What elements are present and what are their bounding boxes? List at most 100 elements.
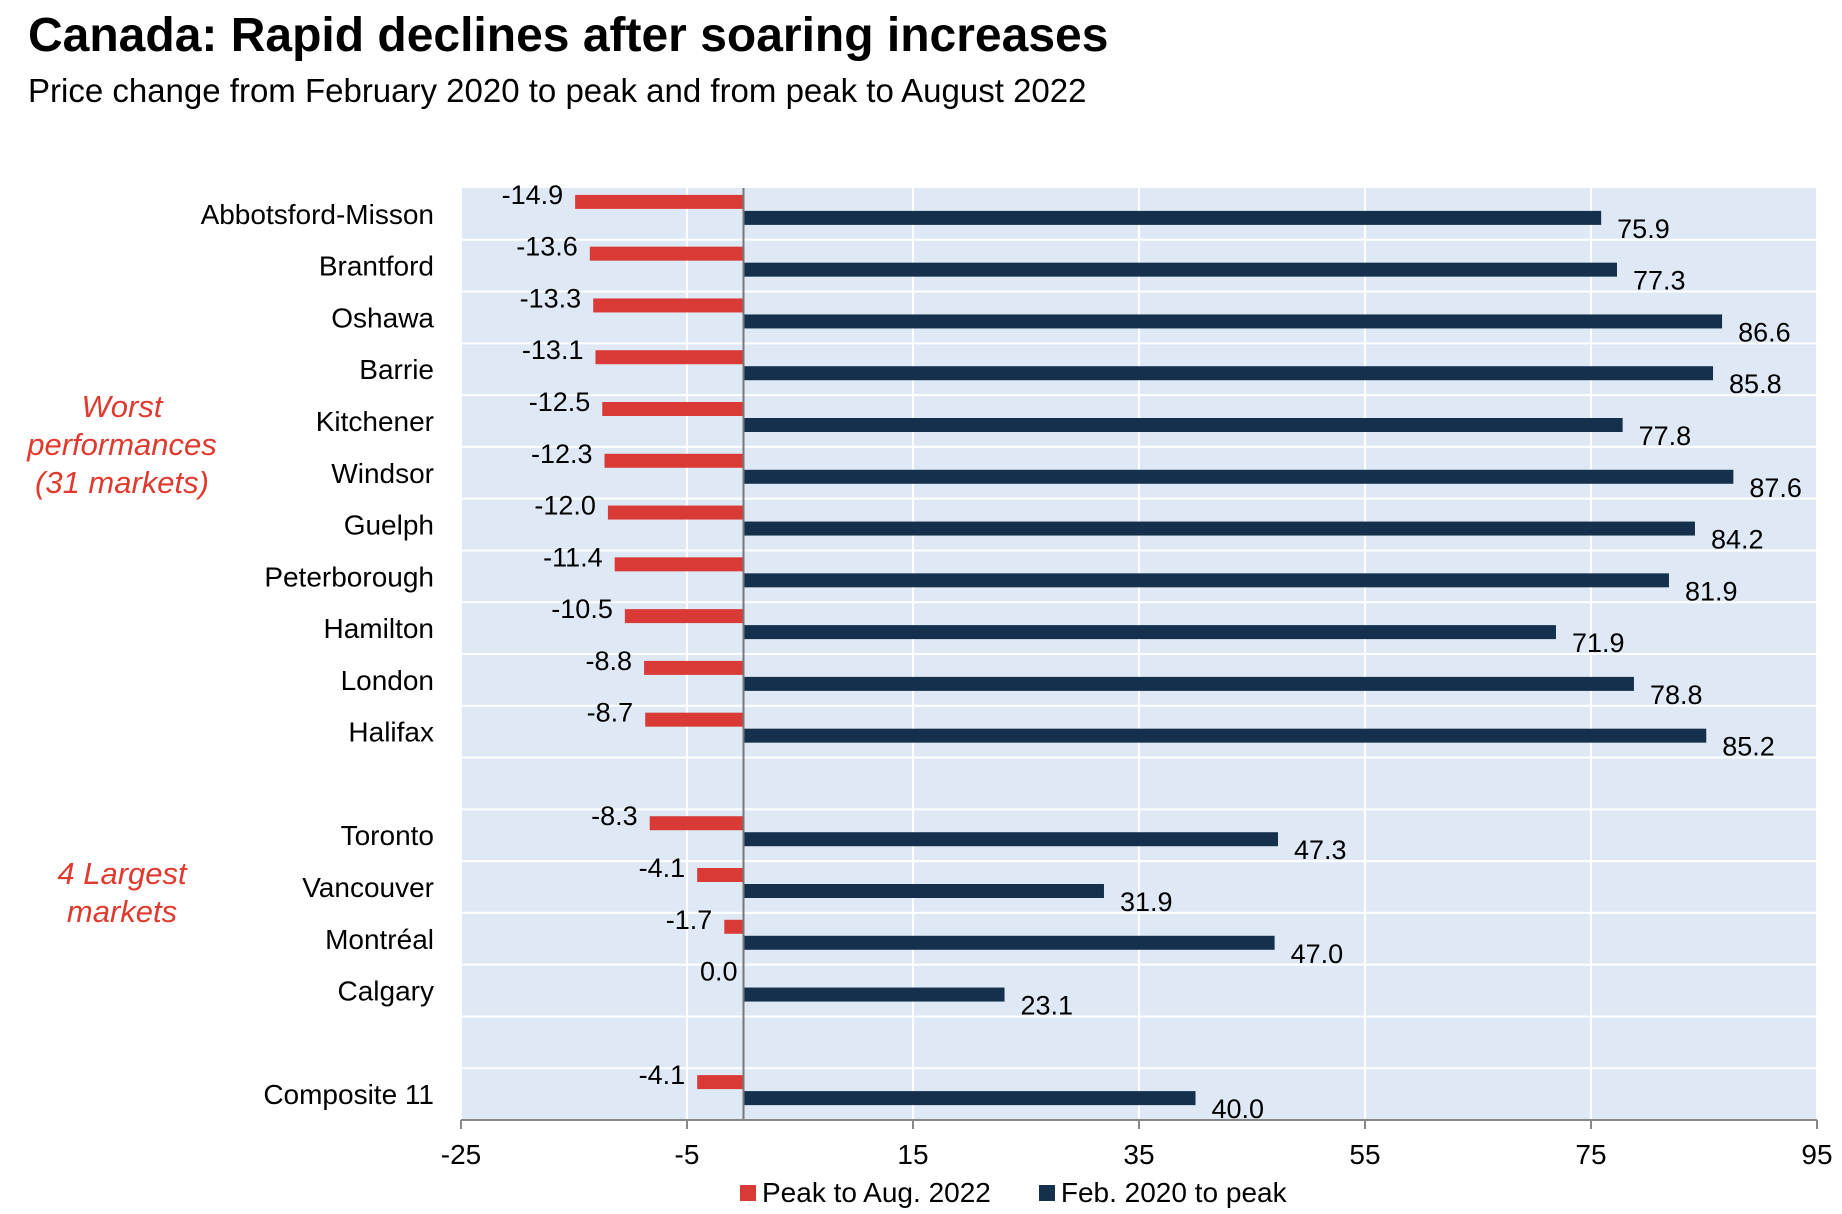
data-label-peak-to-aug: -10.5 [551, 594, 613, 624]
category-label: Kitchener [316, 406, 434, 437]
bar-feb-to-peak [743, 573, 1669, 588]
x-tick-label: -5 [675, 1139, 700, 1170]
x-tick-label: 75 [1575, 1139, 1606, 1170]
data-label-feb-to-peak: 81.9 [1685, 576, 1738, 606]
chart-subtitle: Price change from February 2020 to peak … [28, 72, 1087, 109]
group-label-worst-line-3: (31 markets) [35, 465, 209, 500]
data-label-feb-to-peak: 78.8 [1650, 680, 1703, 710]
data-label-feb-to-peak: 47.3 [1294, 835, 1347, 865]
bar-feb-to-peak [743, 366, 1714, 381]
bar-peak-to-aug [645, 712, 744, 727]
category-label: London [341, 665, 434, 696]
x-tick-label: 95 [1801, 1139, 1832, 1170]
bar-feb-to-peak [743, 521, 1695, 536]
data-label-feb-to-peak: 77.8 [1639, 421, 1692, 451]
data-label-peak-to-aug: -14.9 [502, 180, 564, 210]
category-label: Guelph [344, 510, 434, 541]
data-label-feb-to-peak: 75.9 [1617, 214, 1670, 244]
data-label-peak-to-aug: -12.5 [529, 387, 591, 417]
data-label-feb-to-peak: 87.6 [1749, 473, 1802, 503]
legend-item-peak-to-aug: Peak to Aug. 2022 [740, 1177, 991, 1209]
data-label-feb-to-peak: 77.3 [1633, 266, 1686, 296]
data-label-peak-to-aug: -4.1 [639, 1060, 686, 1090]
bar-feb-to-peak [743, 832, 1278, 847]
x-tick-label: -25 [441, 1139, 481, 1170]
bar-feb-to-peak [743, 314, 1723, 329]
bar-feb-to-peak [743, 210, 1602, 225]
bar-feb-to-peak [743, 728, 1707, 743]
data-label-feb-to-peak: 85.8 [1729, 369, 1782, 399]
data-label-peak-to-aug: -8.3 [591, 801, 638, 831]
bar-feb-to-peak [743, 418, 1623, 432]
category-label: Vancouver [302, 872, 434, 903]
data-label-peak-to-aug: -13.1 [522, 335, 584, 365]
legend-label-feb-to-peak: Feb. 2020 to peak [1060, 1177, 1287, 1208]
bar-feb-to-peak [743, 987, 1005, 1002]
category-label: Windsor [331, 458, 434, 489]
data-label-feb-to-peak: 71.9 [1572, 628, 1625, 658]
category-label: Brantford [319, 251, 434, 282]
bar-peak-to-aug [644, 660, 744, 675]
category-label: Barrie [359, 354, 434, 385]
category-label: Peterborough [264, 561, 434, 592]
bar-peak-to-aug [602, 402, 744, 416]
bar-peak-to-aug [607, 505, 744, 520]
bar-feb-to-peak [743, 935, 1275, 950]
data-label-peak-to-aug: -1.7 [666, 905, 713, 935]
group-label-largest-line-2: markets [66, 894, 178, 929]
data-label-peak-to-aug: -11.4 [543, 542, 603, 572]
data-label-feb-to-peak: 23.1 [1021, 991, 1074, 1021]
category-label: Halifax [348, 717, 434, 748]
category-label: Montréal [325, 924, 434, 955]
bar-peak-to-aug [624, 609, 744, 624]
bar-feb-to-peak [743, 625, 1556, 640]
legend-item-feb-to-peak: Feb. 2020 to peak [1038, 1177, 1287, 1209]
data-label-peak-to-aug: -12.0 [534, 491, 596, 521]
bar-peak-to-aug [697, 868, 744, 882]
x-tick-label: 35 [1123, 1139, 1154, 1170]
legend-swatch-peak-to-aug [740, 1185, 756, 1201]
data-label-peak-to-aug: -4.1 [639, 853, 686, 883]
data-label-peak-to-aug: -13.3 [520, 283, 582, 313]
x-tick-label: 55 [1349, 1139, 1380, 1170]
group-label-worst-line-1: Worst [81, 389, 163, 424]
chart-title: Canada: Rapid declines after soaring inc… [28, 9, 1109, 62]
data-label-peak-to-aug: 0.0 [700, 957, 738, 987]
category-label: Composite 11 [263, 1079, 434, 1110]
bar-feb-to-peak [743, 884, 1104, 898]
bar-peak-to-aug [593, 298, 744, 313]
bar-peak-to-aug [614, 557, 744, 572]
data-label-feb-to-peak: 84.2 [1711, 525, 1764, 555]
data-label-feb-to-peak: 85.2 [1722, 732, 1775, 762]
data-label-feb-to-peak: 47.0 [1291, 939, 1344, 969]
data-label-feb-to-peak: 31.9 [1120, 887, 1173, 917]
x-tick-label: 15 [897, 1139, 928, 1170]
data-label-peak-to-aug: -8.7 [587, 698, 634, 728]
bar-feb-to-peak [743, 676, 1634, 691]
category-label: Hamilton [324, 613, 434, 644]
data-label-peak-to-aug: -13.6 [516, 232, 578, 262]
chart-legend: Peak to Aug. 2022 Feb. 2020 to peak [740, 1175, 1335, 1211]
bar-peak-to-aug [589, 246, 744, 261]
bar-feb-to-peak [743, 1091, 1196, 1106]
category-label: Toronto [341, 820, 434, 851]
bar-peak-to-aug [604, 453, 744, 468]
data-label-peak-to-aug: -8.8 [586, 646, 633, 676]
bar-peak-to-aug [575, 194, 744, 209]
bar-peak-to-aug [595, 350, 744, 365]
category-label: Oshawa [331, 302, 434, 333]
bar-feb-to-peak [743, 469, 1734, 484]
bar-peak-to-aug [724, 919, 744, 934]
data-label-peak-to-aug: -12.3 [531, 439, 593, 469]
group-label-largest: 4 Largest markets [2, 855, 242, 931]
category-label: Calgary [338, 976, 434, 1007]
group-label-largest-line-1: 4 Largest [57, 856, 187, 891]
bar-peak-to-aug [649, 816, 744, 831]
group-label-worst: Worst performances (31 markets) [2, 388, 242, 502]
data-label-feb-to-peak: 86.6 [1738, 317, 1791, 347]
bar-peak-to-aug [697, 1075, 744, 1090]
group-label-worst-line-2: performances [27, 427, 217, 462]
category-label: Abbotsford-Misson [201, 199, 434, 230]
legend-label-peak-to-aug: Peak to Aug. 2022 [762, 1177, 991, 1208]
